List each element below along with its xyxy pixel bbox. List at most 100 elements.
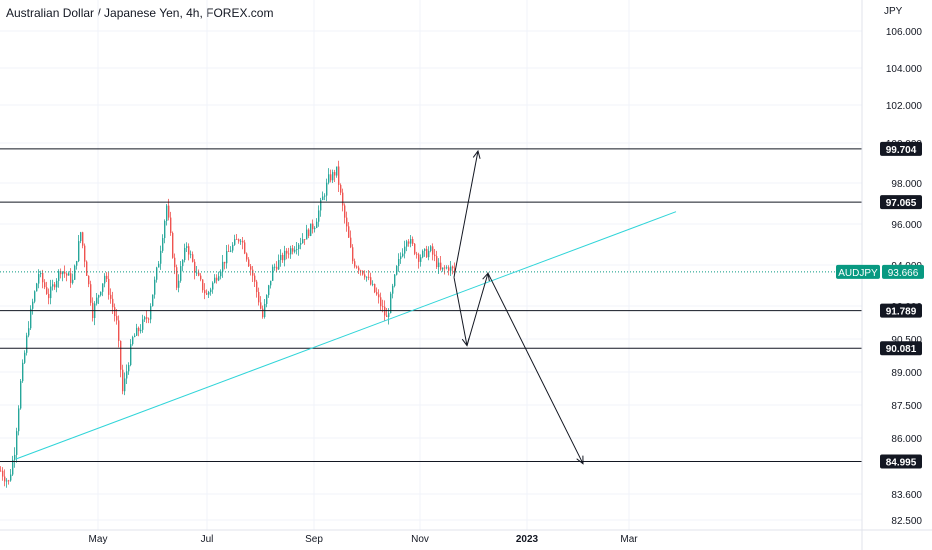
level-badge-label: 99.704	[886, 145, 917, 156]
candle-body	[386, 315, 388, 317]
candle-body	[170, 217, 172, 233]
candle-body	[252, 269, 254, 276]
candle-body	[272, 266, 274, 281]
candle-body	[452, 266, 454, 269]
candle-body	[398, 259, 400, 267]
candle-body	[260, 302, 262, 309]
candle-body	[304, 239, 306, 240]
candle-body	[140, 329, 142, 332]
candle-body	[414, 243, 416, 254]
candle-body	[16, 431, 18, 455]
candle-body	[154, 279, 156, 295]
candle-body	[116, 316, 118, 321]
candle-body	[52, 284, 54, 287]
levels	[0, 148, 862, 462]
candle-body	[238, 239, 240, 242]
candle-body	[436, 256, 438, 268]
candle-body	[356, 266, 358, 268]
candle-body	[90, 284, 92, 303]
candle-body	[298, 244, 300, 250]
candle-body	[130, 344, 132, 366]
candle-body	[24, 352, 26, 363]
candle-body	[146, 317, 148, 319]
candles	[0, 160, 456, 488]
level-badge-label: 84.995	[886, 457, 917, 468]
arrowheads	[461, 149, 584, 465]
candle-body	[410, 239, 412, 244]
candle-body	[358, 267, 360, 271]
candle-body	[246, 253, 248, 260]
candle-body	[438, 262, 440, 268]
projection-path-up[interactable]	[453, 150, 479, 278]
candle-body	[282, 254, 284, 261]
candle-body	[42, 273, 44, 283]
candle-body	[268, 285, 270, 296]
time-axis: May Jul Sep Nov 2023 Mar	[89, 534, 639, 545]
candle-body	[284, 250, 286, 261]
candle-body	[362, 270, 364, 275]
candle-body	[36, 283, 38, 292]
candle-body	[258, 292, 260, 303]
candle-body	[388, 313, 390, 317]
candle-body	[152, 294, 154, 307]
candle-body	[326, 182, 328, 196]
time-tick-label: Sep	[305, 534, 323, 545]
candle-body	[360, 270, 362, 272]
candle-body	[80, 232, 82, 242]
candle-body	[372, 284, 374, 285]
candle-body	[350, 237, 352, 248]
candle-body	[138, 327, 140, 332]
candle-body	[12, 459, 14, 475]
candle-body	[378, 294, 380, 298]
candle-body	[194, 261, 196, 273]
candle-body	[178, 280, 180, 288]
candle-body	[8, 480, 10, 482]
candle-body	[158, 263, 160, 268]
candle-body	[112, 298, 114, 308]
candle-body	[144, 317, 146, 320]
level-badge	[880, 195, 922, 210]
candle-body	[118, 320, 120, 341]
candle-body	[122, 369, 124, 392]
candle-body	[44, 282, 46, 288]
candle-body	[206, 293, 208, 295]
candle-body	[334, 172, 336, 176]
candle-body	[230, 250, 232, 252]
candle-body	[352, 247, 354, 262]
price-tick-label: 83.600	[891, 490, 922, 501]
candle-body	[344, 205, 346, 218]
projection-path-down[interactable]	[453, 271, 584, 464]
candle-body	[22, 362, 24, 382]
candle-body	[312, 223, 314, 230]
candle-body	[254, 275, 256, 282]
candle-body	[20, 381, 22, 409]
candle-body	[382, 306, 384, 308]
candle-body	[14, 454, 16, 460]
candle-body	[292, 248, 294, 252]
candle-body	[78, 241, 80, 262]
candle-body	[396, 266, 398, 275]
candle-body	[38, 274, 40, 284]
candle-body	[430, 246, 432, 251]
candle-body	[222, 261, 224, 272]
candle-body	[32, 301, 34, 309]
candle-body	[56, 280, 58, 288]
candle-body	[332, 172, 334, 181]
candle-body	[58, 271, 60, 281]
candle-body	[226, 251, 228, 264]
candle-body	[136, 327, 138, 336]
candle-body	[164, 220, 166, 239]
candle-body	[4, 476, 6, 482]
candle-body	[234, 239, 236, 245]
level-badge	[880, 141, 922, 156]
trendline[interactable]	[15, 211, 677, 460]
candle-body	[404, 246, 406, 254]
candle-body	[330, 174, 332, 181]
candle-body	[432, 246, 434, 255]
candle-body	[68, 273, 70, 276]
price-tick-label: 90.500	[891, 335, 922, 346]
candle-body	[60, 271, 62, 275]
price-tick-label: 86.000	[891, 434, 922, 445]
candle-body	[420, 257, 422, 262]
